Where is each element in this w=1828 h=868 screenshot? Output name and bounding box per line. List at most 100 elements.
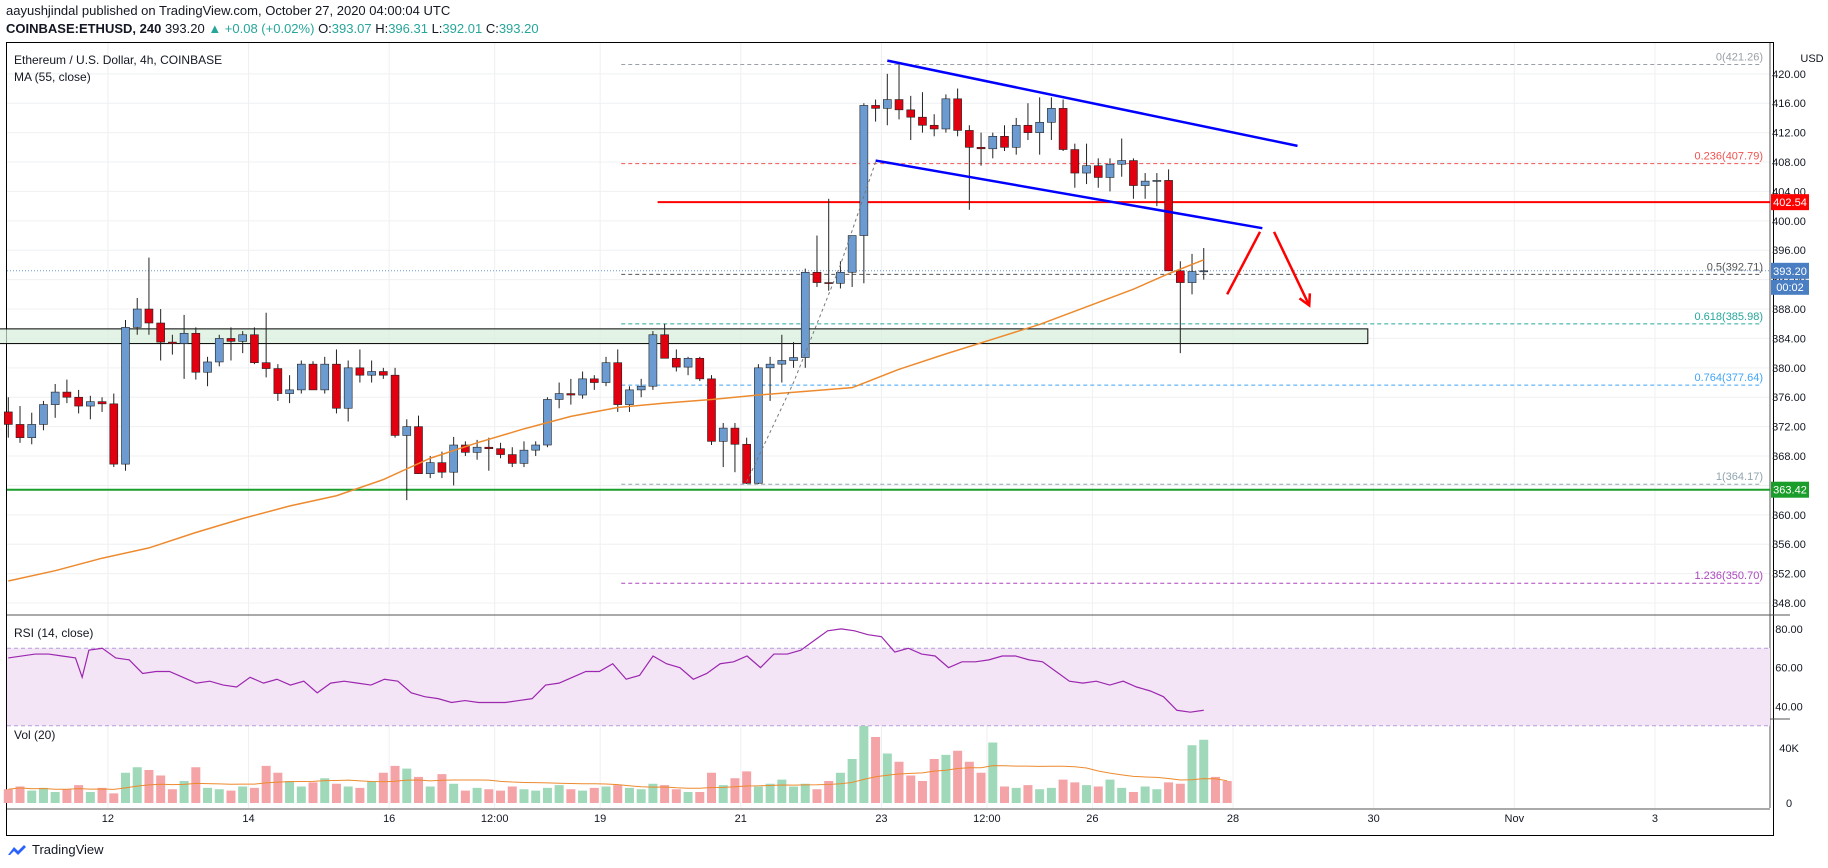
volume-bar bbox=[1082, 785, 1092, 803]
candle-body bbox=[379, 371, 388, 376]
time-tick-label: 30 bbox=[1368, 813, 1380, 825]
candle-body bbox=[1035, 122, 1044, 133]
candle-body bbox=[332, 363, 341, 409]
footer-brand: TradingView bbox=[32, 842, 104, 857]
candle-body bbox=[296, 363, 306, 391]
volume-title: Vol (20) bbox=[14, 728, 55, 742]
candle-body bbox=[86, 401, 95, 407]
channel-lines bbox=[875, 59, 1298, 230]
volume-bar bbox=[835, 772, 845, 803]
channel-lower-line bbox=[875, 159, 1263, 230]
volume-bar bbox=[484, 789, 494, 803]
candle-body bbox=[988, 135, 998, 150]
candle-body bbox=[425, 462, 435, 474]
candle-body bbox=[660, 334, 669, 359]
price-tick-label: 372.00 bbox=[1772, 422, 1806, 434]
candle-body bbox=[15, 424, 25, 438]
volume-bar bbox=[343, 786, 353, 803]
volume-bar bbox=[132, 767, 142, 803]
candle-body bbox=[812, 271, 822, 283]
candle-body bbox=[976, 147, 986, 150]
volume-bar bbox=[1035, 789, 1045, 803]
candle-body bbox=[1023, 124, 1033, 133]
volume-tick-label: 0 bbox=[1786, 798, 1792, 810]
channel-upper-line bbox=[887, 59, 1298, 148]
volume-bar bbox=[238, 786, 248, 803]
volume-bar bbox=[378, 772, 388, 803]
candle-body bbox=[203, 361, 212, 373]
pane-titles: Ethereum / U.S. Dollar, 4h, COINBASE MA … bbox=[14, 53, 1824, 742]
close-value: 393.20 bbox=[498, 21, 539, 36]
support-zone bbox=[0, 328, 1369, 345]
candle-body bbox=[367, 371, 376, 376]
low-value: 392.01 bbox=[442, 21, 483, 36]
price-tick-label: 360.00 bbox=[1772, 510, 1806, 522]
volume-bar bbox=[15, 786, 25, 803]
volume-bar bbox=[988, 742, 998, 803]
volume-bar bbox=[3, 789, 13, 803]
volume-bar bbox=[167, 789, 177, 803]
time-tick-label: 26 bbox=[1086, 813, 1098, 825]
time-axis: 12 14 16 12:00 19 21 23 12:00 26 28 30 Nov 3 bbox=[102, 813, 1658, 825]
candle-body bbox=[62, 391, 72, 398]
resistance-price-label: 402.54 bbox=[1773, 197, 1807, 209]
volume-bar bbox=[285, 781, 295, 803]
open-value: 393.07 bbox=[331, 21, 372, 36]
candle-body bbox=[390, 374, 400, 436]
footer[interactable]: TradingView bbox=[6, 842, 104, 857]
volume-bar bbox=[402, 768, 412, 803]
volume-bar bbox=[507, 786, 517, 803]
countdown-label: 00:02 bbox=[1776, 282, 1804, 294]
candle-body bbox=[507, 454, 517, 464]
volume-bar bbox=[660, 785, 670, 803]
time-tick-label: Nov bbox=[1505, 813, 1525, 825]
candle-body bbox=[1105, 163, 1115, 178]
close-label: C: bbox=[485, 21, 499, 36]
volume-bar bbox=[109, 793, 119, 803]
candle-body bbox=[1176, 270, 1185, 283]
volume-bar bbox=[695, 792, 705, 803]
volume-bar bbox=[589, 787, 599, 803]
volume-bar bbox=[355, 787, 365, 803]
volume-bar bbox=[1070, 782, 1080, 803]
price-change: ▲ +0.08 (+0.02%) bbox=[208, 21, 315, 36]
arrow-shaft bbox=[1272, 231, 1311, 306]
candle-body bbox=[109, 403, 119, 465]
fib-level-label: 1(364.17) bbox=[1716, 471, 1763, 483]
last-price-label: 393.20 bbox=[1773, 266, 1807, 278]
candle-body bbox=[531, 444, 541, 451]
trend-path-line bbox=[746, 161, 877, 482]
volume-bar bbox=[578, 790, 588, 803]
time-tick-label: 12:00 bbox=[481, 813, 509, 825]
volume-bar bbox=[1210, 776, 1220, 803]
price-tick-label: 416.00 bbox=[1772, 98, 1806, 110]
candle-body bbox=[589, 378, 599, 383]
volume-bar bbox=[1128, 792, 1138, 803]
price-tick-label: 348.00 bbox=[1772, 598, 1806, 610]
candle-body bbox=[683, 357, 693, 368]
volume-bar bbox=[812, 789, 822, 803]
volume-bar bbox=[964, 761, 974, 803]
candle-body bbox=[847, 235, 857, 273]
candle-body bbox=[39, 404, 48, 425]
candle-body bbox=[625, 389, 634, 405]
volume-bar bbox=[308, 782, 318, 803]
candle-body bbox=[730, 427, 740, 445]
volume-bar bbox=[449, 783, 459, 803]
volume-bar bbox=[191, 767, 201, 803]
countdown-tag bbox=[1771, 279, 1809, 295]
candle-body bbox=[941, 98, 951, 130]
candle-body bbox=[859, 105, 869, 236]
volume-bar bbox=[601, 786, 611, 803]
candle-body bbox=[308, 363, 318, 391]
rsi-tick-label: 40.00 bbox=[1775, 701, 1803, 713]
volume-bar bbox=[683, 792, 693, 803]
price-tick-label: 356.00 bbox=[1772, 539, 1806, 551]
candles bbox=[4, 64, 1209, 501]
candle-body bbox=[836, 271, 845, 284]
symbol-text[interactable]: COINBASE:ETHUSD, 240 bbox=[6, 21, 162, 36]
rsi-background bbox=[7, 647, 1770, 727]
candle-body bbox=[238, 334, 247, 342]
candle-body bbox=[4, 411, 13, 425]
